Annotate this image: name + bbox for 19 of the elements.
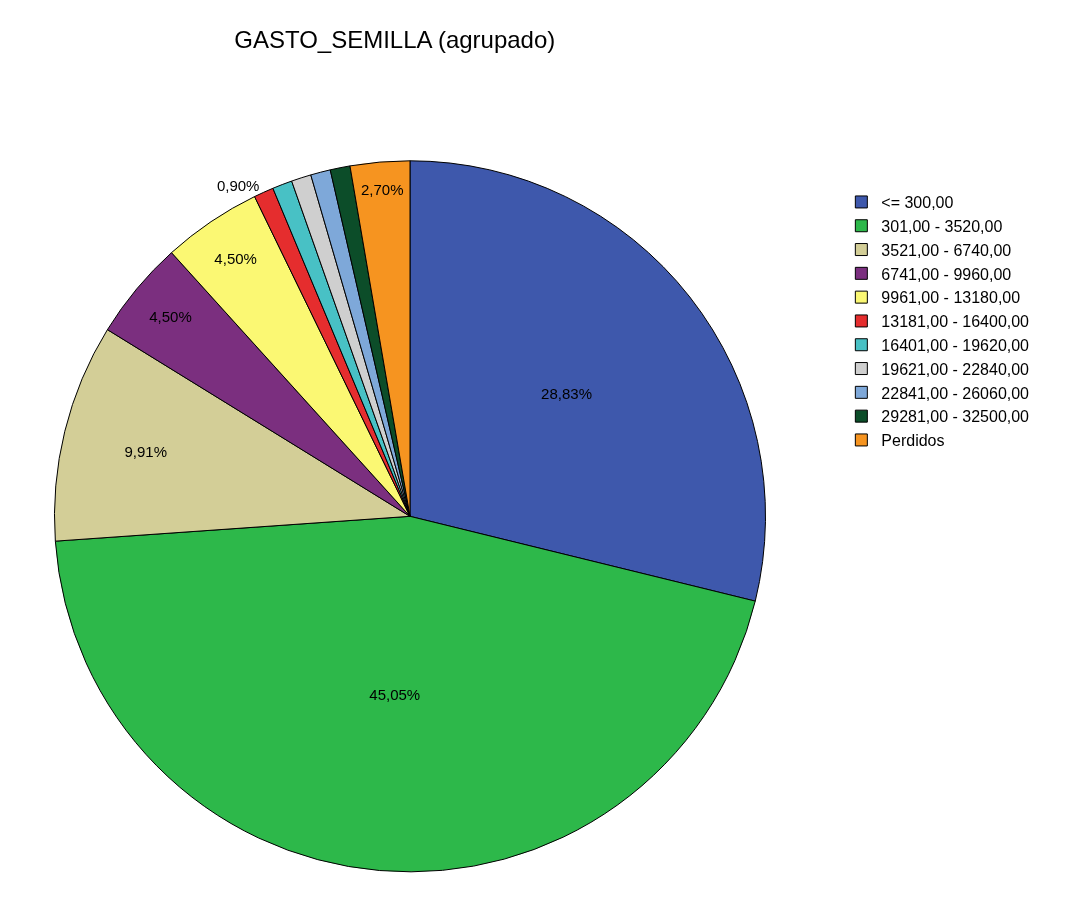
legend-label: Perdidos: [881, 432, 945, 450]
data-label: 4,50%: [149, 308, 192, 326]
legend-label: 301,00 - 3520,00: [881, 217, 1003, 235]
legend-label: 6741,00 - 9960,00: [881, 265, 1012, 283]
legend-label: 19621,00 - 22840,00: [881, 360, 1030, 378]
legend-label: 3521,00 - 6740,00: [881, 241, 1012, 259]
legend-label: 29281,00 - 32500,00: [881, 408, 1030, 426]
data-label: 9,91%: [124, 442, 168, 460]
legend-label: 13181,00 - 16400,00: [881, 313, 1030, 331]
chart-title: GASTO_SEMILLA (agrupado): [234, 26, 556, 54]
data-label: 45,05%: [369, 686, 421, 703]
legend-label: 22841,00 - 26060,00: [881, 384, 1030, 402]
data-label: 28,83%: [541, 385, 592, 403]
data-label: 4,50%: [214, 249, 257, 267]
legend-label: 16401,00 - 19620,00: [881, 336, 1030, 354]
data-label: 0,90%: [216, 176, 260, 194]
legend-label: 9961,00 - 13180,00: [881, 289, 1021, 307]
legend-label: <= 300,00: [881, 194, 954, 212]
data-label: 2,70%: [360, 181, 404, 199]
